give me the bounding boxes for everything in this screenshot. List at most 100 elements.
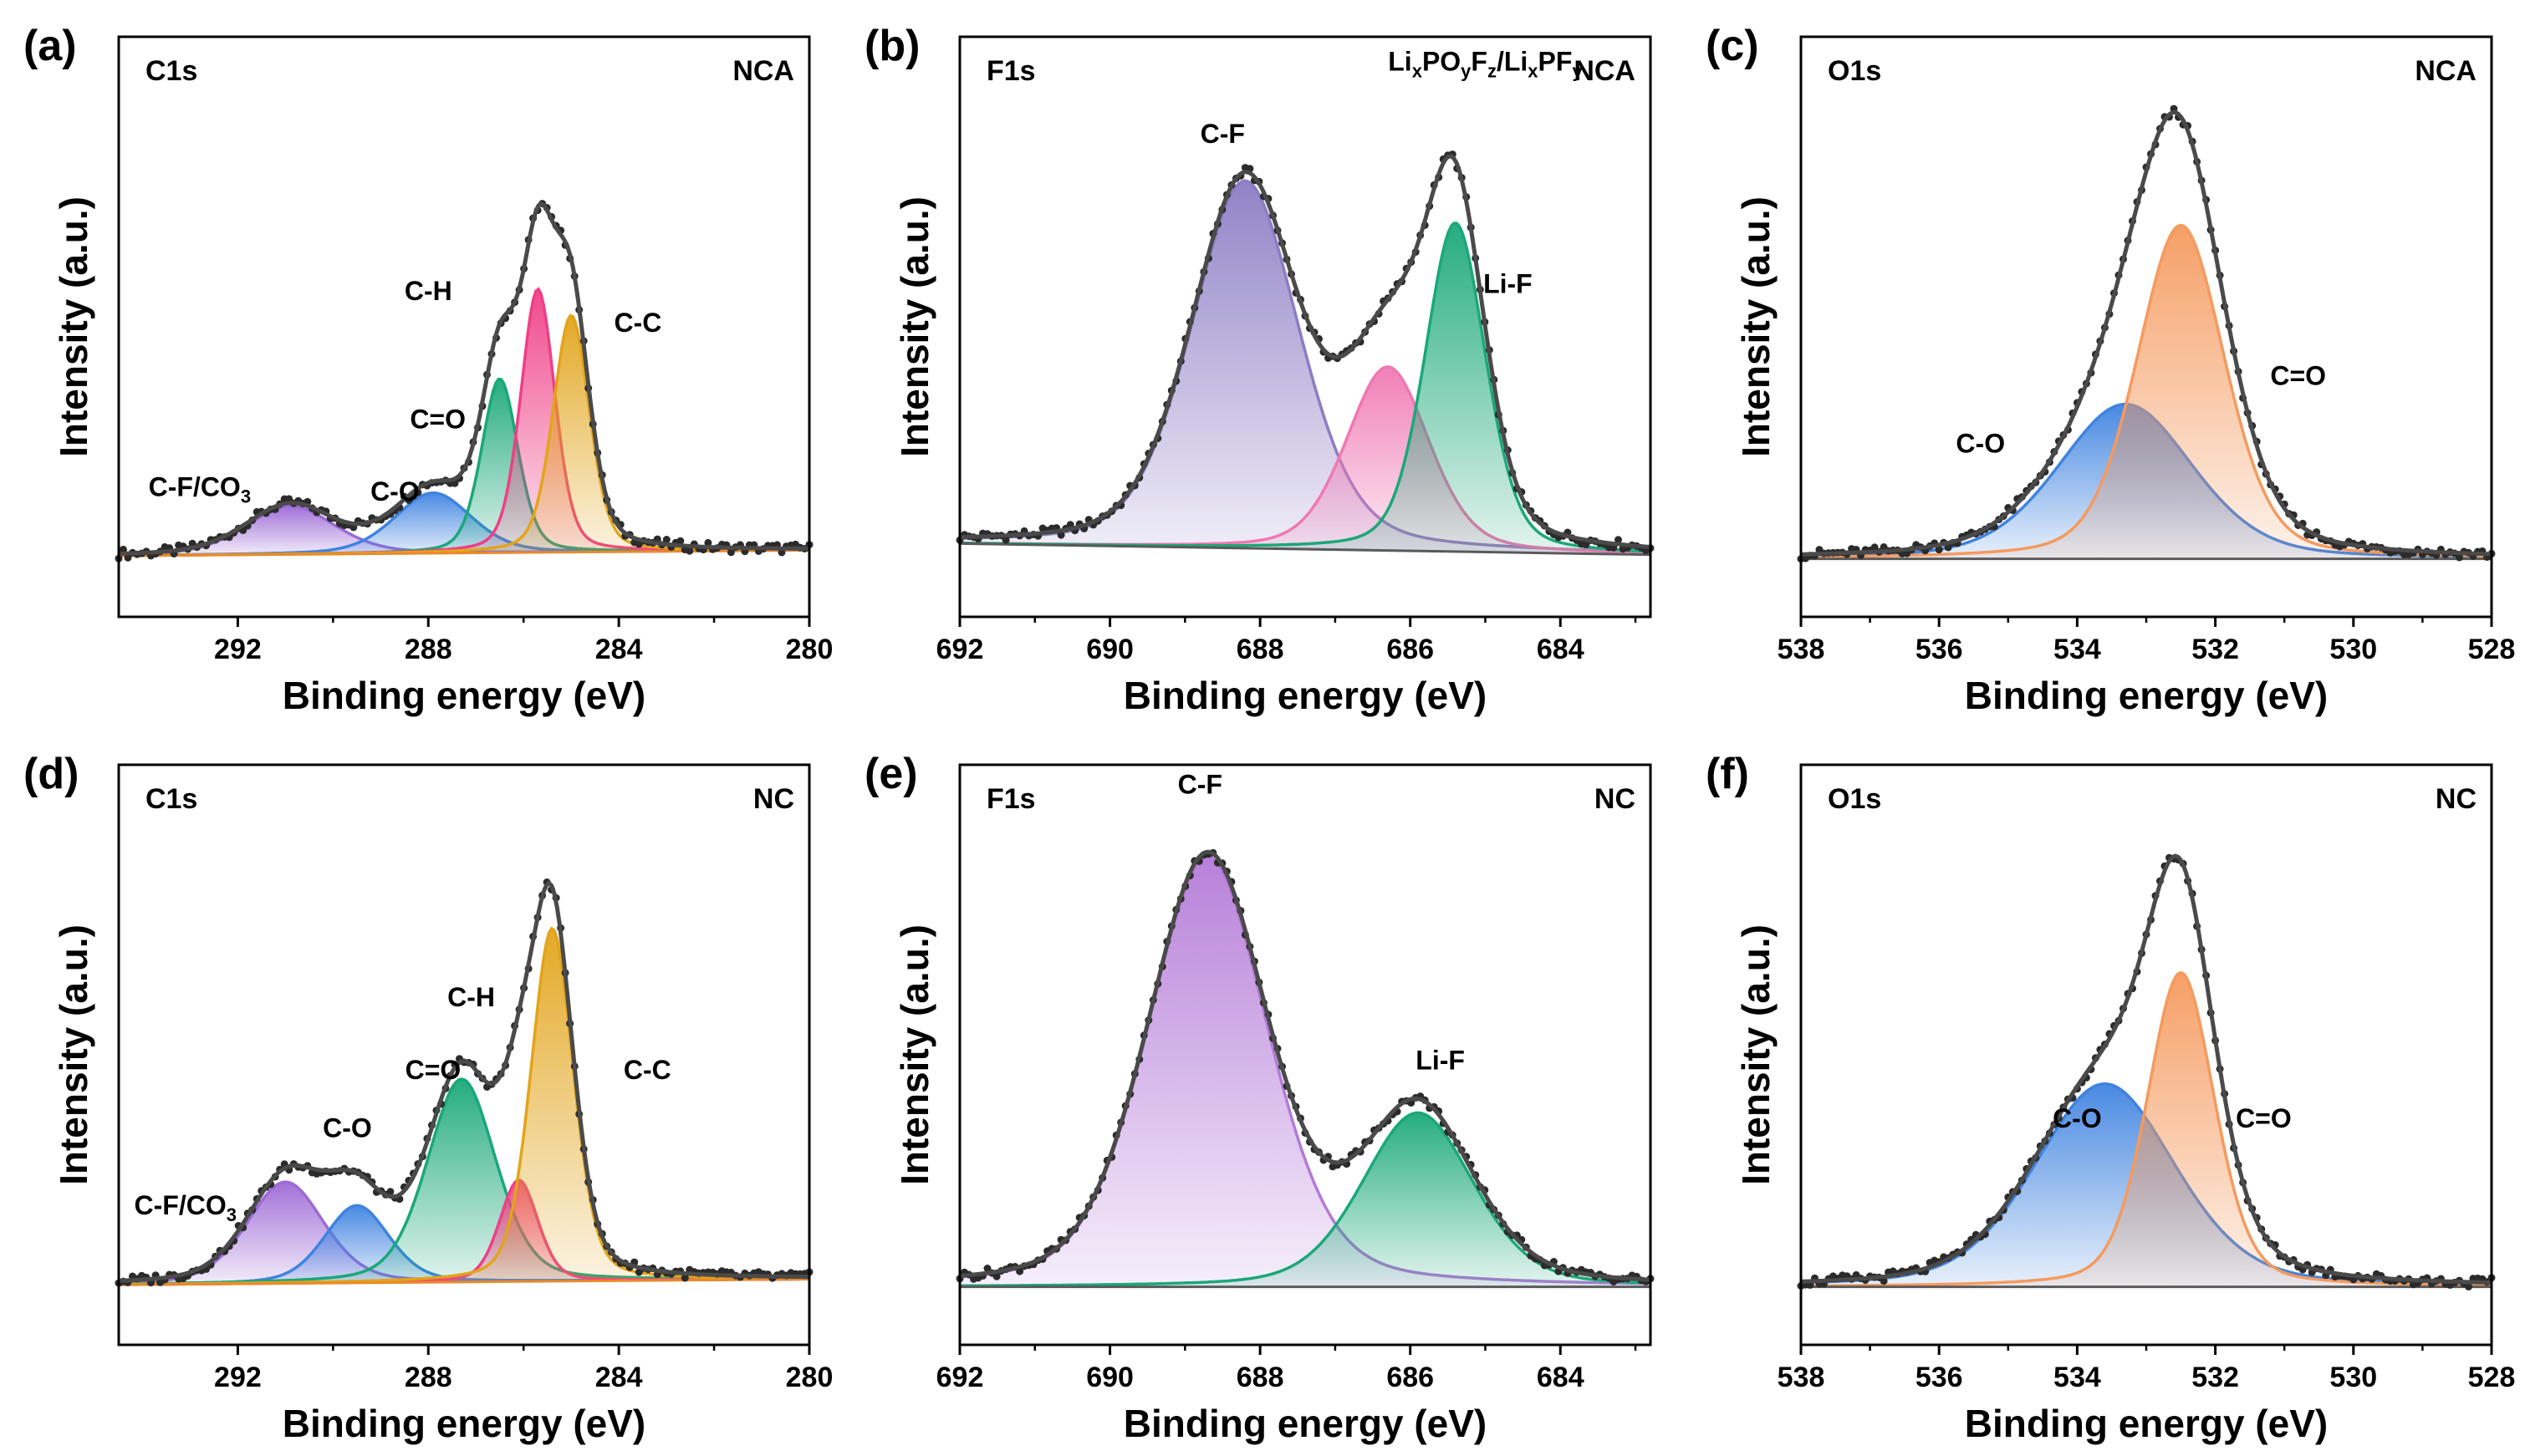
data-point: [120, 545, 127, 553]
x-tick-label: 284: [595, 1362, 643, 1393]
data-point: [1880, 1277, 1888, 1285]
baseline-line: [959, 542, 1651, 557]
sample-label: NCA: [732, 55, 794, 87]
peak-fill: [960, 1112, 1650, 1287]
peak-label: C-O: [370, 476, 420, 507]
data-point: [778, 548, 786, 557]
plot-frame: [958, 763, 1652, 1347]
x-axis-title: Binding energy (eV): [283, 1402, 645, 1445]
core-level-label: O1s: [1828, 783, 1881, 815]
panel-b: (b) 692 690 688 686 684 Binding energy (eV) Int…: [841, 0, 1682, 728]
x-tick-label: 284: [595, 634, 643, 665]
peak-fill: [960, 856, 1650, 1287]
x-tick-label: 688: [1237, 1362, 1284, 1393]
peak-label: C-F/CO3: [149, 471, 251, 507]
x-tick-label: 536: [1915, 634, 1963, 665]
x-tick-label: 292: [214, 634, 262, 665]
envelope-line: [959, 849, 1651, 1282]
x-tick-label: 532: [2191, 634, 2239, 665]
sample-label: NC: [1594, 783, 1635, 815]
x-tick-label: 686: [1386, 634, 1434, 665]
x-tick-label: 538: [1778, 634, 1825, 665]
data-point: [983, 1265, 992, 1272]
data-point: [1935, 546, 1943, 554]
peak-label: C-C: [624, 1055, 671, 1085]
x-tick-label: 532: [2191, 1362, 2239, 1393]
xps-chart: (d) 292 288 284 280 Binding energy (eV) Intens…: [23, 750, 833, 1445]
x-tick-label: 538: [1778, 1362, 1825, 1393]
peak-label: C-O: [1956, 428, 2005, 458]
data-point: [1944, 543, 1952, 552]
data-point: [1870, 543, 1879, 552]
data-point: [1057, 531, 1065, 539]
panel-label: (b): [865, 22, 920, 70]
x-axis-title: Binding energy (eV): [283, 674, 645, 717]
x-tick-label: 536: [1915, 1362, 1963, 1393]
data-point: [386, 1188, 395, 1196]
panel-c: (c) 538 536 534 532 530 528 Binding energy (eV)…: [1682, 0, 2523, 728]
peak-fill: [1801, 972, 2492, 1287]
data-point: [1016, 1267, 1024, 1275]
plot-frame: [117, 35, 811, 619]
panel-a: (a) 292 288 284 280 Binding energy (eV) Intens…: [0, 0, 841, 728]
data-point: [662, 536, 671, 543]
sample-label: NCA: [1574, 55, 1635, 87]
x-tick-label: 684: [1537, 1362, 1584, 1393]
x-tick-label: 692: [936, 634, 984, 665]
peak-label: C-F/CO3: [135, 1190, 237, 1225]
plot-frame: [958, 35, 1652, 619]
data-point: [704, 538, 712, 547]
core-level-label: C1s: [145, 783, 197, 815]
peak-label: LixPOyFz/LixPFy: [1388, 46, 1583, 81]
data-point: [2456, 553, 2463, 562]
peak-label: C-F: [1178, 770, 1222, 800]
xps-chart: (f) 538 536 534 532 530 528 Binding energy (eV)…: [1706, 750, 2515, 1445]
x-tick-label: 528: [2468, 634, 2516, 665]
peak-label: C=O: [406, 1055, 462, 1085]
peak-label: Li-F: [1483, 269, 1533, 299]
data-point: [124, 553, 132, 562]
core-level-label: F1s: [987, 55, 1036, 87]
panel-label: (f): [1706, 750, 1749, 798]
x-tick-label: 688: [1237, 634, 1284, 665]
xps-chart: (c) 538 536 534 532 530 528 Binding energy (eV)…: [1706, 22, 2516, 717]
panel-label: (e): [865, 750, 918, 798]
x-tick-label: 684: [1537, 634, 1584, 665]
peak-label: Li-F: [1416, 1045, 1465, 1075]
data-point: [676, 537, 685, 545]
peak-label: C-H: [405, 276, 452, 306]
peak-label: C-O: [2053, 1103, 2102, 1133]
x-axis-title: Binding energy (eV): [1965, 1402, 2328, 1445]
peak-label: C-F: [1201, 119, 1245, 149]
baseline-line: [118, 1277, 810, 1286]
panel-e: (e) 692 690 688 686 684 Binding energy (eV) Int…: [841, 728, 1682, 1456]
x-tick-label: 280: [786, 634, 834, 665]
peak-label: C=O: [2270, 360, 2326, 390]
data-point: [727, 548, 735, 557]
data-point: [1614, 536, 1622, 544]
x-tick-label: 690: [1086, 1362, 1134, 1393]
data-point: [2465, 1282, 2472, 1291]
peak-fill: [119, 1079, 809, 1285]
peak-label: C-O: [323, 1112, 372, 1143]
x-axis-title: Binding energy (eV): [1965, 674, 2328, 717]
data-point: [681, 1274, 689, 1282]
envelope-line: [118, 879, 809, 1283]
y-axis-title: Intensity (a.u.): [893, 196, 936, 457]
xps-chart: (b) 692 690 688 686 684 Binding energy (eV) Int…: [865, 22, 1655, 717]
panel-label: (c): [1706, 22, 1759, 70]
core-level-label: C1s: [145, 55, 197, 87]
peak-fill: [1801, 225, 2492, 559]
x-tick-label: 288: [405, 634, 452, 665]
data-point: [992, 1272, 1001, 1280]
baseline-line: [118, 548, 810, 557]
panel-label: (a): [23, 22, 77, 70]
y-axis-title: Intensity (a.u.): [1734, 196, 1778, 457]
data-point: [686, 547, 694, 555]
sample-label: NC: [753, 783, 794, 815]
x-tick-label: 288: [405, 1362, 452, 1393]
x-tick-label: 690: [1086, 634, 1134, 665]
plot-frame: [117, 763, 811, 1347]
peak-fill: [119, 506, 809, 556]
x-tick-label: 692: [936, 1362, 984, 1393]
